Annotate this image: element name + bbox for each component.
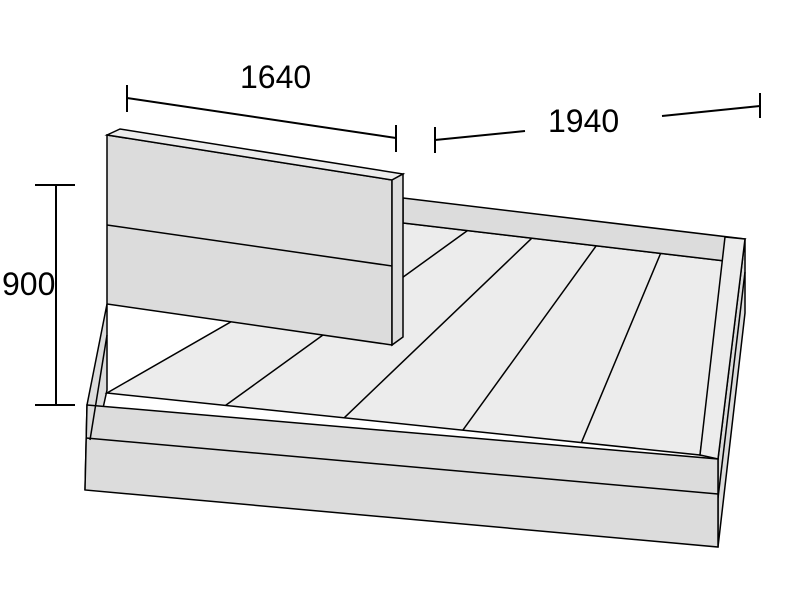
- dimension-depth-label: 1940: [548, 103, 619, 139]
- dimension-height-label: 900: [2, 266, 55, 302]
- dimension-width-label: 1640: [240, 59, 311, 95]
- dimension-height: 900: [2, 185, 75, 405]
- dimension-depth: 1940: [435, 93, 760, 153]
- bed-headboard-right-edge: [392, 174, 403, 345]
- bed-dimension-diagram: 1640 1940 900: [0, 0, 800, 600]
